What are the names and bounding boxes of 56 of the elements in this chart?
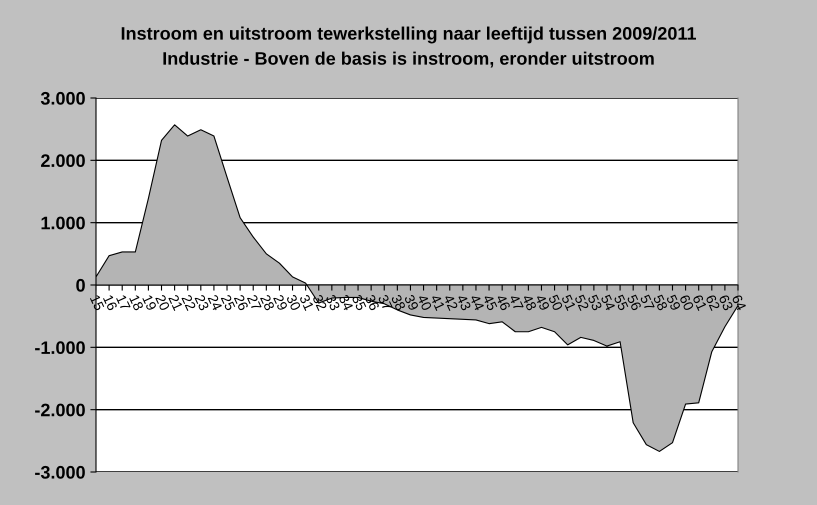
- x-tick-label: 20: [155, 294, 170, 312]
- x-tick-label: 43: [456, 294, 472, 312]
- x-tick-label: 61: [692, 294, 708, 312]
- x-tick-label: 34: [338, 294, 354, 312]
- x-tick-label: 18: [129, 294, 144, 312]
- x-tick-label: 64: [732, 294, 747, 312]
- x-tick-label: 26: [234, 294, 249, 312]
- x-tick-label: 42: [443, 294, 458, 311]
- y-tick-label: -2.000: [35, 404, 85, 416]
- y-tick-label: 2.000: [41, 154, 85, 168]
- x-tick-label: 60: [679, 294, 694, 312]
- x-tick-label: 62: [705, 294, 720, 312]
- x-tick-label: 21: [168, 294, 184, 311]
- x-tick-label: 29: [273, 294, 288, 312]
- x-tick-label: 17: [116, 294, 131, 311]
- x-tick-label: 53: [587, 294, 602, 312]
- x-tick-label: 28: [260, 294, 275, 312]
- y-tick-label: 1.000: [42, 216, 85, 230]
- x-tick-label: 55: [614, 294, 629, 312]
- x-tick-label: 40: [417, 294, 432, 312]
- x-tick-label: 46: [496, 294, 511, 312]
- x-tick-label: 41: [430, 294, 446, 311]
- x-tick-label: 45: [482, 294, 498, 312]
- x-tick-label: 30: [286, 294, 302, 312]
- y-tick-label: -1.000: [35, 341, 85, 354]
- x-tick-label: 50: [548, 294, 564, 312]
- x-tick-label: 56: [626, 294, 642, 312]
- x-tick-label: 57: [640, 294, 655, 312]
- x-tick-label: 31: [299, 294, 314, 312]
- x-tick-label: 23: [194, 294, 210, 312]
- x-tick-label: 38: [390, 294, 406, 312]
- x-tick-label: 47: [508, 294, 524, 311]
- x-tick-label: 36: [364, 294, 380, 312]
- x-tick-label: 19: [142, 294, 157, 312]
- x-tick-label: 54: [600, 294, 616, 312]
- x-tick-label: 39: [404, 294, 419, 312]
- y-tick-label: 3.000: [40, 92, 85, 105]
- y-tick-label: 0: [76, 278, 85, 292]
- x-tick-label: 35: [352, 294, 367, 312]
- x-tick-label: 63: [718, 294, 734, 312]
- chart-subtitle: Industrie - Boven de basis is instroom, eronder uitstroom: [163, 52, 654, 68]
- x-tick-label: 25: [220, 294, 236, 312]
- x-tick-label: 27: [247, 294, 262, 311]
- x-tick-label: 24: [208, 294, 223, 312]
- x-tick-label: 32: [312, 294, 328, 312]
- x-tick-label: 16: [102, 294, 118, 312]
- chart-title: Instroom en uitstroom tewerkstelling naar leeftijd tussen 2009/2011: [122, 26, 696, 44]
- x-tick-label: 51: [561, 294, 576, 312]
- x-tick-label: 22: [181, 294, 196, 311]
- x-tick-label: 33: [325, 294, 340, 312]
- x-tick-label: 49: [534, 294, 550, 312]
- y-tick-label: -3.000: [35, 466, 85, 479]
- x-tick-label: 59: [666, 294, 682, 312]
- x-tick-label: 44: [470, 294, 484, 312]
- x-tick-label: 52: [574, 294, 590, 312]
- x-tick-label: 58: [652, 294, 668, 312]
